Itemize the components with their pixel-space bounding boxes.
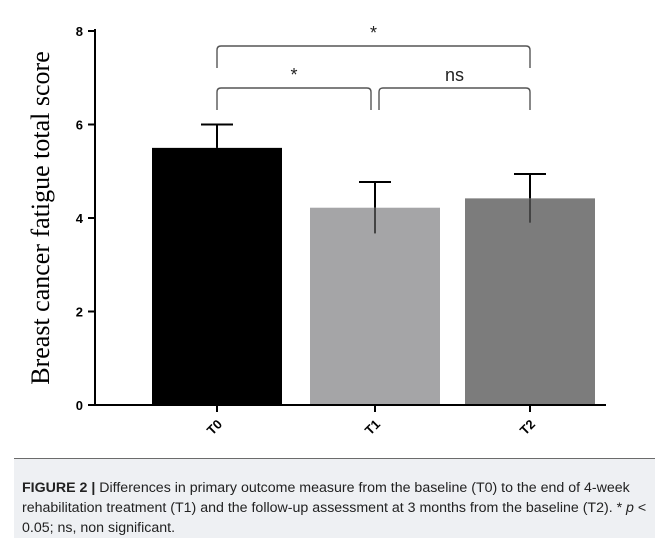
caption-divider [14, 458, 655, 459]
bracket-label-t1-t2: ns [445, 65, 464, 85]
x-tick-label-t1: T1 [362, 417, 383, 438]
caption-text-1: Differences in primary outcome measure f… [22, 480, 630, 516]
y-tick-label-2: 2 [76, 305, 83, 320]
x-tick-label-t2: T2 [517, 417, 538, 438]
bar-chart: Breast cancer fatigue total score 0 2 4 6 8 T… [26, 23, 606, 438]
y-tick-label-6: 6 [76, 118, 83, 133]
bar-t0 [152, 147, 282, 405]
error-bars-layer [201, 123, 546, 234]
caption-p-symbol: p [626, 500, 634, 516]
x-tick-label-t0: T0 [204, 417, 225, 438]
bar-t2 [465, 198, 595, 405]
bar-t1 [310, 207, 440, 405]
bracket-t1-t2 [378, 87, 531, 110]
bracket-label-t0-t2: * [370, 23, 377, 43]
caption-box [14, 458, 655, 538]
caption-text-2: < 0.05; ns, non significant. [22, 500, 647, 536]
y-axis-label: Breast cancer fatigue total score [26, 51, 55, 385]
bracket-label-t0-t1: * [290, 65, 297, 85]
bracket-t0-t1 [216, 87, 372, 110]
y-tick-label-4: 4 [76, 211, 84, 226]
y-tick-label-8: 8 [76, 24, 83, 39]
y-tick-label-0: 0 [76, 398, 83, 413]
figure-caption: FIGURE 2 | Differences in primary outcom… [22, 478, 647, 538]
significance-brackets-layer: * * ns [216, 23, 531, 110]
bars-layer [152, 147, 595, 405]
bracket-t0-t2 [216, 45, 531, 68]
caption-label: FIGURE 2 | [22, 480, 96, 496]
